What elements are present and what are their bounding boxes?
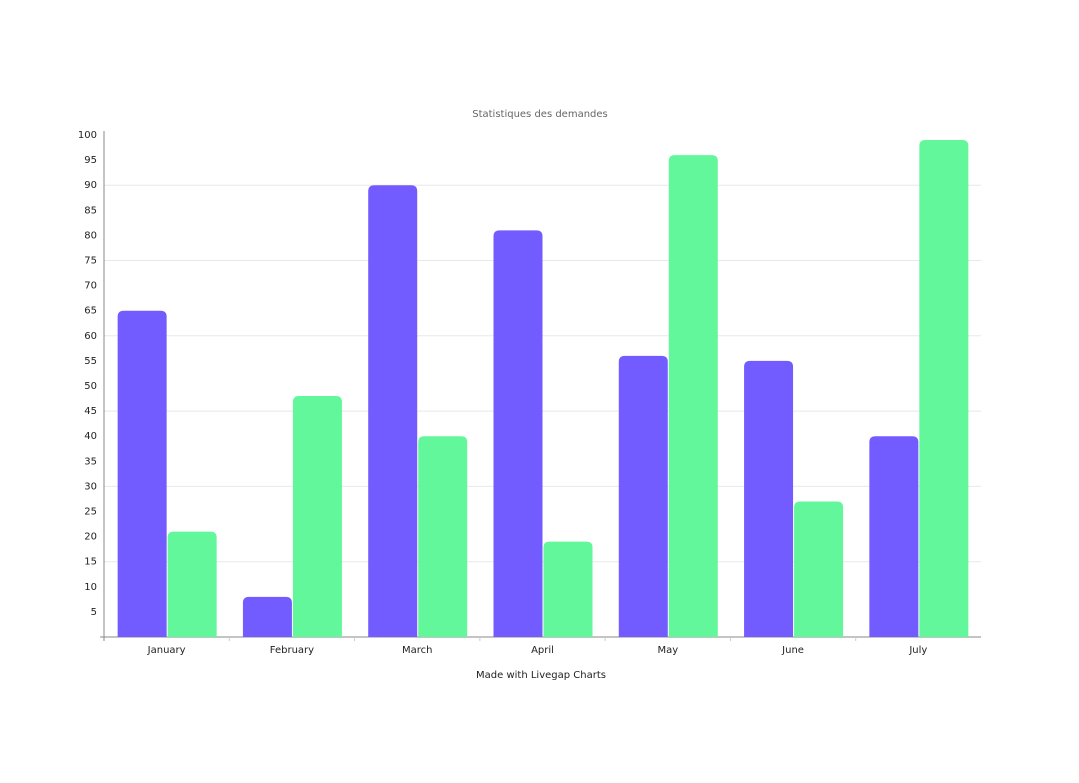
- bar: [368, 185, 418, 637]
- y-tick-label: 30: [84, 481, 97, 492]
- y-tick-label: 70: [84, 281, 97, 292]
- y-tick-label: 20: [84, 532, 97, 543]
- x-tick-label: May: [657, 645, 678, 656]
- bar: [167, 531, 217, 637]
- bar: [117, 310, 167, 637]
- y-tick-label: 25: [84, 507, 97, 518]
- bar: [493, 230, 543, 637]
- bar: [794, 501, 844, 637]
- x-tick-label: March: [402, 645, 432, 656]
- y-tick-label: 65: [84, 306, 97, 317]
- bar: [869, 436, 919, 637]
- bar: [744, 360, 794, 637]
- y-tick-label: 80: [84, 230, 97, 241]
- y-tick-label: 50: [84, 381, 97, 392]
- y-tick-label: 100: [78, 130, 97, 141]
- bar: [418, 436, 468, 637]
- x-tick-label: June: [781, 645, 804, 656]
- chart-title: Statistiques des demandes: [472, 109, 608, 120]
- x-tick-label: July: [908, 645, 927, 656]
- y-tick-label: 5: [91, 607, 97, 618]
- x-tick-label: January: [147, 645, 186, 656]
- bar: [668, 155, 718, 637]
- bar: [292, 396, 342, 637]
- y-tick-label: 90: [84, 180, 97, 191]
- x-tick-label: April: [531, 645, 554, 656]
- y-tick-label: 35: [84, 456, 97, 467]
- bar: [543, 541, 593, 637]
- y-tick-label: 55: [84, 356, 97, 367]
- x-axis-label: Made with Livegap Charts: [476, 670, 606, 681]
- bar: [919, 140, 969, 637]
- y-tick-label: 85: [84, 205, 97, 216]
- x-tick-label: February: [270, 645, 314, 656]
- y-tick-label: 60: [84, 331, 97, 342]
- bar: [618, 355, 668, 637]
- y-tick-label: 45: [84, 406, 97, 417]
- y-tick-label: 10: [84, 582, 97, 593]
- bar: [242, 596, 292, 637]
- y-tick-label: 75: [84, 256, 97, 267]
- y-tick-label: 40: [84, 431, 97, 442]
- y-tick-label: 15: [84, 557, 97, 568]
- y-tick-label: 95: [84, 155, 97, 166]
